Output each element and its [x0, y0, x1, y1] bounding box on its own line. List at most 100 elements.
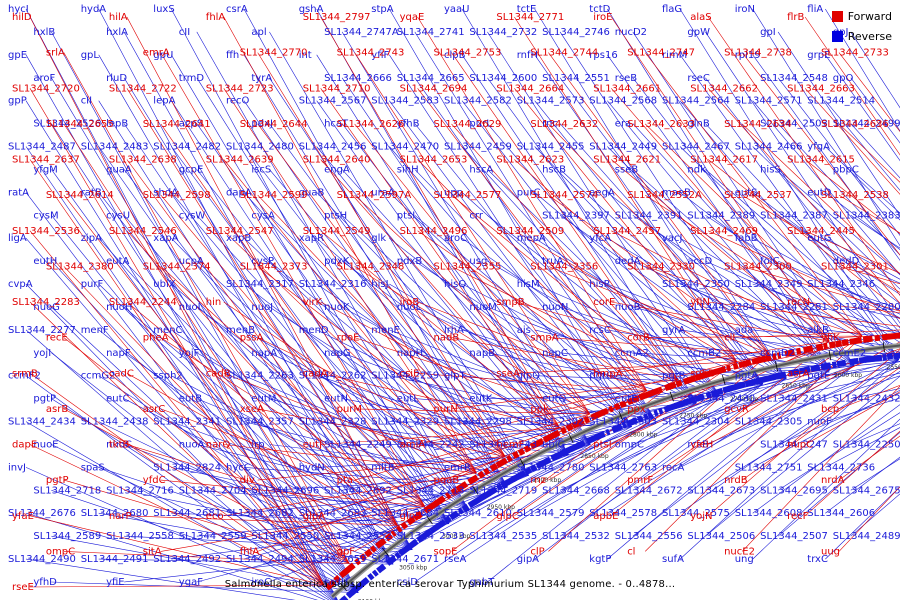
reverse-gene-label[interactable]: SL1344_2608: [735, 508, 803, 519]
reverse-gene-label[interactable]: SL1344_2389: [687, 210, 755, 221]
forward-gene-label[interactable]: clP: [530, 546, 544, 557]
forward-gene-label[interactable]: yqaE: [400, 12, 425, 23]
reverse-gene-label[interactable]: SL1344_2659: [299, 554, 367, 565]
forward-gene-label[interactable]: hilA: [109, 12, 128, 23]
forward-gene-label[interactable]: rseE: [12, 582, 34, 593]
reverse-gene-label[interactable]: SL1344_2763: [589, 462, 657, 473]
reverse-gene-label[interactable]: purF: [81, 279, 104, 290]
reverse-gene-label[interactable]: gpL: [81, 50, 100, 61]
forward-gene-label[interactable]: SL1344_2300: [724, 261, 792, 272]
forward-gene-label[interactable]: SL1344_2632: [530, 119, 598, 130]
reverse-gene-label[interactable]: sseB: [615, 164, 639, 175]
forward-gene-label[interactable]: SL1344_2457: [593, 226, 661, 237]
reverse-gene-label[interactable]: luxS: [153, 4, 174, 15]
reverse-gene-label[interactable]: stpA: [371, 4, 393, 15]
reverse-gene-label[interactable]: csrA: [226, 4, 248, 15]
reverse-gene-label[interactable]: SL1344_2695: [760, 485, 828, 496]
reverse-gene-label[interactable]: SL1344_2303: [589, 417, 657, 428]
forward-gene-label[interactable]: SL1344_2577: [434, 190, 502, 201]
reverse-gene-label[interactable]: SL1344_2676: [8, 508, 76, 519]
reverse-gene-label[interactable]: SL1344_2490: [8, 554, 76, 565]
reverse-gene-label[interactable]: eutA: [106, 256, 129, 267]
reverse-gene-label[interactable]: SL1344_2718: [33, 485, 101, 496]
reverse-gene-label[interactable]: SL1344_2681: [153, 508, 221, 519]
reverse-gene-label[interactable]: gpP: [8, 96, 27, 107]
reverse-gene-label[interactable]: mepA: [517, 233, 546, 244]
reverse-gene-label[interactable]: napF: [106, 348, 131, 359]
reverse-gene-label[interactable]: SL1344_2506: [687, 531, 755, 542]
reverse-gene-label[interactable]: nucD2: [615, 27, 647, 38]
forward-gene-label[interactable]: flrB: [787, 12, 804, 23]
reverse-gene-label[interactable]: SL1344_2329: [371, 417, 439, 428]
reverse-gene-label[interactable]: SL1344_2568: [589, 96, 657, 107]
forward-gene-label[interactable]: SL1344_2356: [530, 261, 598, 272]
reverse-gene-label[interactable]: trmD: [179, 73, 205, 84]
forward-gene-label[interactable]: ppk: [530, 404, 549, 415]
forward-gene-label[interactable]: cadA: [303, 368, 328, 379]
reverse-gene-label[interactable]: rseB: [615, 73, 637, 84]
forward-gene-label[interactable]: SL1344_2617: [690, 155, 758, 166]
forward-gene-label[interactable]: suhB: [690, 368, 715, 379]
reverse-gene-label[interactable]: ubiG: [542, 440, 565, 451]
reverse-gene-label[interactable]: ssph2: [153, 371, 182, 382]
reverse-gene-label[interactable]: pbpC: [833, 164, 859, 175]
reverse-gene-label[interactable]: rluD: [106, 73, 127, 84]
reverse-gene-label[interactable]: cysA: [251, 210, 275, 221]
reverse-gene-label[interactable]: lepA: [153, 96, 175, 107]
reverse-gene-label[interactable]: SL1344_2571: [735, 96, 803, 107]
forward-gene-label[interactable]: iroB: [400, 297, 420, 308]
reverse-gene-label[interactable]: SL1344_2600: [469, 73, 537, 84]
reverse-gene-label[interactable]: SL1344_2298: [444, 417, 512, 428]
forward-gene-label[interactable]: SL1344_2283: [12, 297, 80, 308]
forward-gene-label[interactable]: SL1344_2355: [434, 261, 502, 272]
reverse-gene-label[interactable]: yojI: [33, 348, 51, 359]
reverse-gene-label[interactable]: SL1344_2391: [615, 210, 683, 221]
reverse-gene-label[interactable]: fliA: [807, 4, 823, 15]
reverse-gene-label[interactable]: ligA: [8, 233, 27, 244]
forward-gene-label[interactable]: sopE: [434, 546, 458, 557]
forward-gene-label[interactable]: SL1344_2644: [240, 119, 308, 130]
reverse-gene-label[interactable]: hydA: [81, 4, 107, 15]
reverse-gene-label[interactable]: vacJ: [662, 233, 683, 244]
forward-gene-label[interactable]: SL1344_2244: [109, 297, 177, 308]
reverse-gene-label[interactable]: SL1344_2492: [153, 554, 221, 565]
reverse-gene-label[interactable]: eutM: [251, 394, 276, 405]
reverse-gene-label[interactable]: cvpA: [8, 279, 33, 290]
reverse-gene-label[interactable]: cII: [81, 96, 92, 107]
reverse-gene-label[interactable]: ccmE2: [833, 348, 866, 359]
reverse-gene-label[interactable]: flaG: [662, 4, 682, 15]
reverse-gene-label[interactable]: sinH: [397, 164, 419, 175]
forward-gene-label[interactable]: srmB: [12, 368, 38, 379]
reverse-gene-label[interactable]: SL1344_2243: [469, 440, 537, 451]
reverse-gene-label[interactable]: SL1344_2302: [517, 417, 585, 428]
reverse-gene-label[interactable]: SL1344_2304: [662, 417, 730, 428]
reverse-gene-label[interactable]: rpl19: [735, 50, 761, 61]
reverse-gene-label[interactable]: iscS: [251, 164, 271, 175]
forward-gene-label[interactable]: corE: [593, 297, 615, 308]
forward-gene-label[interactable]: cadB: [206, 368, 231, 379]
reverse-gene-label[interactable]: yfhD: [33, 577, 57, 588]
forward-gene-label[interactable]: SL1344_2797: [303, 12, 371, 23]
forward-gene-label[interactable]: SL1344_2653: [400, 155, 468, 166]
forward-gene-label[interactable]: pgtP: [46, 475, 69, 486]
reverse-gene-label[interactable]: lrp: [251, 440, 264, 451]
reverse-gene-label[interactable]: ais: [517, 325, 531, 336]
reverse-gene-label[interactable]: gpE: [8, 50, 27, 61]
reverse-gene-label[interactable]: recO: [226, 96, 250, 107]
reverse-gene-label[interactable]: nrdH: [324, 577, 348, 588]
reverse-gene-label[interactable]: glpQ: [517, 371, 540, 382]
reverse-gene-label[interactable]: SL1344_2713: [397, 485, 465, 496]
forward-gene-label[interactable]: glpB: [400, 511, 422, 522]
reverse-gene-label[interactable]: nuoF: [807, 417, 832, 428]
reverse-gene-label[interactable]: SL1344_2684: [371, 508, 439, 519]
reverse-gene-label[interactable]: eutS: [735, 187, 758, 198]
reverse-gene-label[interactable]: SL1344_2671: [371, 554, 439, 565]
reverse-gene-label[interactable]: SL1344_2431: [760, 394, 828, 405]
reverse-gene-label[interactable]: SL1344_2548: [760, 73, 828, 84]
reverse-gene-label[interactable]: tctE: [517, 4, 537, 15]
reverse-gene-label[interactable]: SL1344_2242: [397, 440, 465, 451]
reverse-gene-label[interactable]: SL1344_2532: [542, 531, 610, 542]
forward-gene-label[interactable]: asrB: [46, 404, 68, 415]
reverse-gene-label[interactable]: eutE: [615, 394, 638, 405]
reverse-gene-label[interactable]: eutL: [397, 394, 419, 405]
